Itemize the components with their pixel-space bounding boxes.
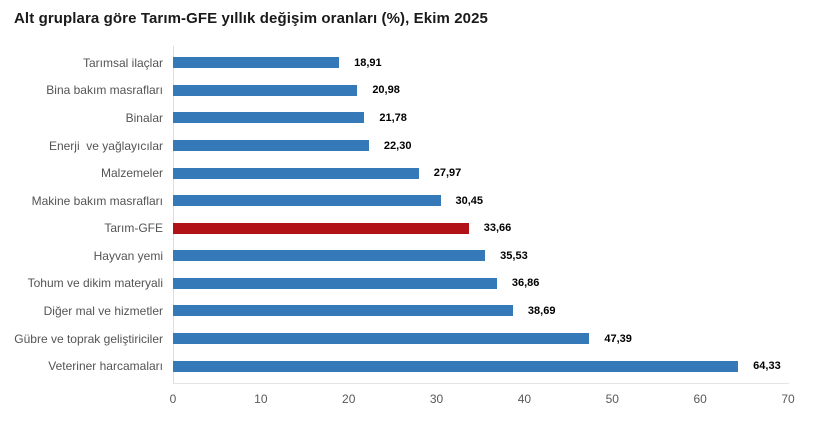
bar bbox=[173, 250, 486, 262]
x-tick-label: 60 bbox=[693, 392, 707, 406]
bar-track: 38,69 bbox=[173, 297, 788, 325]
bar-track: 21,78 bbox=[173, 104, 788, 132]
bar bbox=[173, 57, 340, 69]
bar bbox=[173, 333, 590, 345]
category-label: Tohum ve dikim materyali bbox=[27, 276, 163, 291]
category-label: Malzemeler bbox=[100, 166, 163, 181]
chart-row: Veteriner harcamaları 64,33 bbox=[0, 352, 823, 380]
chart-row: Enerji ve yağlayıcılar 22,30 bbox=[0, 132, 823, 160]
category-label: Diğer mal ve hizmetler bbox=[43, 303, 163, 318]
bar bbox=[173, 195, 441, 207]
category-label: Binalar bbox=[125, 110, 163, 125]
bar-track: 33,66 bbox=[173, 214, 788, 242]
bar-track: 30,45 bbox=[173, 187, 788, 215]
category-label: Hayvan yemi bbox=[93, 248, 163, 263]
bar-highlight bbox=[173, 222, 469, 234]
bar-track: 27,97 bbox=[173, 159, 788, 187]
value-label: 21,78 bbox=[379, 111, 407, 124]
category-label: Bina bakım masrafları bbox=[46, 83, 163, 98]
x-tick-label: 30 bbox=[429, 392, 444, 406]
x-tick-label: 20 bbox=[342, 392, 356, 406]
bar bbox=[173, 305, 513, 317]
bar bbox=[173, 167, 419, 179]
chart-row: Hayvan yemi 35,53 bbox=[0, 242, 823, 270]
bar-track: 20,98 bbox=[173, 77, 788, 105]
category-label: Enerji ve yağlayıcılar bbox=[48, 138, 163, 153]
category-label: Makine bakım masrafları bbox=[31, 193, 163, 208]
chart-row: Malzemeler 27,97 bbox=[0, 159, 823, 187]
bar-track: 36,86 bbox=[173, 270, 788, 298]
chart-row: Diğer mal ve hizmetler 38,69 bbox=[0, 297, 823, 325]
bar-track: 35,53 bbox=[173, 242, 788, 270]
y-axis-line bbox=[173, 46, 174, 383]
chart-row: Bina bakım masrafları 20,98 bbox=[0, 77, 823, 105]
bar bbox=[173, 277, 497, 289]
value-label: 38,69 bbox=[527, 304, 556, 317]
value-label: 33,66 bbox=[483, 222, 512, 235]
x-tick-label: 70 bbox=[781, 392, 795, 406]
value-label: 30,45 bbox=[455, 194, 484, 207]
value-label: 22,30 bbox=[383, 139, 412, 152]
value-label: 47,39 bbox=[604, 332, 632, 345]
category-label: Gübre ve toprak geliştiriciler bbox=[14, 331, 163, 346]
value-label: 18,91 bbox=[354, 56, 382, 69]
bar-track: 47,39 bbox=[173, 325, 788, 353]
chart-row: Makine bakım masrafları 30,45 bbox=[0, 187, 823, 215]
bar-rows: Tarımsal ilaçlar 18,91 Bina bakım masrafla… bbox=[0, 49, 823, 380]
chart-row: Gübre ve toprak geliştiriciler 47,39 bbox=[0, 325, 823, 353]
bar bbox=[173, 140, 369, 152]
chart-row: Tarım-GFE 33,66 bbox=[0, 214, 823, 242]
x-tick-label: 50 bbox=[605, 392, 619, 406]
bar bbox=[173, 84, 358, 96]
bar-track: 64,33 bbox=[173, 352, 788, 380]
x-axis-line bbox=[173, 383, 789, 384]
x-axis-ticks: 0 10 20 30 40 50 60 70 bbox=[169, 392, 795, 408]
x-tick-label: 40 bbox=[517, 392, 532, 406]
category-label: Tarım-GFE bbox=[104, 221, 163, 236]
x-tick-label: 10 bbox=[254, 392, 268, 406]
x-tick-label: 0 bbox=[169, 392, 177, 406]
bar-track: 22,30 bbox=[173, 132, 788, 160]
value-label: 27,97 bbox=[433, 167, 462, 180]
chart-row: Tarımsal ilaçlar 18,91 bbox=[0, 49, 823, 77]
category-label: Veteriner harcamaları bbox=[48, 359, 163, 374]
value-label: 20,98 bbox=[372, 84, 400, 97]
bar bbox=[173, 112, 365, 124]
category-label: Tarımsal ilaçlar bbox=[82, 55, 163, 70]
bar-track: 18,91 bbox=[173, 49, 788, 77]
value-label: 36,86 bbox=[511, 277, 540, 290]
value-label: 35,53 bbox=[500, 249, 528, 262]
chart-row: Tohum ve dikim materyali 36,86 bbox=[0, 270, 823, 298]
chart-title: Alt gruplara göre Tarım-GFE yıllık değiş… bbox=[14, 10, 488, 27]
bar bbox=[173, 360, 739, 372]
value-label: 64,33 bbox=[753, 360, 781, 373]
chart-row: Binalar 21,78 bbox=[0, 104, 823, 132]
